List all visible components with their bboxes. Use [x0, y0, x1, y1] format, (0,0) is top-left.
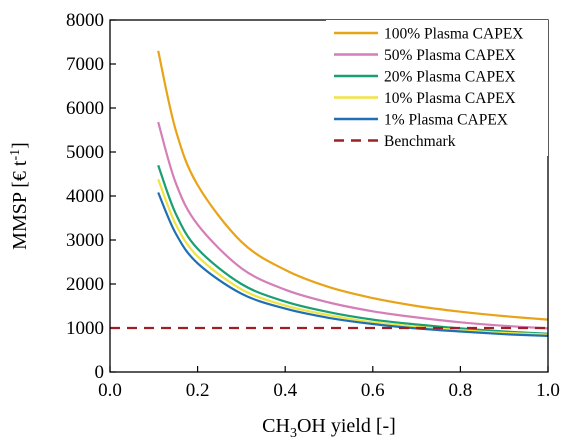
- y-tick-label: 2000: [66, 274, 104, 295]
- legend-label: 20% Plasma CAPEX: [384, 69, 516, 86]
- x-tick-label: 1.0: [536, 380, 560, 401]
- y-axis-title-part-2: ]: [9, 142, 31, 149]
- series-layer: [110, 50, 549, 337]
- y-tick-label: 8000: [66, 10, 104, 31]
- x-axis-title-part-1: CH: [262, 415, 290, 437]
- legend-label: 10% Plasma CAPEX: [384, 90, 516, 107]
- y-axis-title: MMSP [€ t-1]: [8, 142, 31, 250]
- legend-label: 50% Plasma CAPEX: [384, 47, 516, 64]
- y-axis-title-part-1: MMSP [€ t: [9, 160, 31, 250]
- x-axis-title-subscript: 3: [290, 426, 297, 439]
- y-tick-label: 5000: [66, 142, 104, 163]
- series-line-0: [157, 50, 549, 321]
- series-line-4: [157, 192, 549, 337]
- ticks-layer: 0.0 0.2 0.4 0.6 0.8 1.0 0 1000 2000 3000 4000 5000 6…: [66, 10, 560, 401]
- series-line-3: [157, 178, 549, 336]
- x-tick-label: 0.4: [273, 380, 297, 401]
- x-tick-label: 0.2: [186, 380, 210, 401]
- legend-label: 100% Plasma CAPEX: [384, 26, 524, 43]
- legend-box: [326, 20, 548, 156]
- x-axis-title: CH3OH yield [-]: [262, 415, 396, 439]
- y-tick-label: 3000: [66, 230, 104, 251]
- y-tick-label: 7000: [66, 54, 104, 75]
- y-axis-title-superscript: -1: [8, 149, 23, 161]
- legend-label: 1% Plasma CAPEX: [384, 112, 508, 129]
- y-tick-label: 1000: [66, 318, 104, 339]
- series-line-2: [157, 164, 549, 335]
- y-tick-label: 6000: [66, 98, 104, 119]
- x-tick-label: 0.0: [98, 380, 122, 401]
- x-tick-label: 0.8: [449, 380, 473, 401]
- series-line-1: [157, 121, 549, 330]
- legend: 100% Plasma CAPEX 50% Plasma CAPEX 20% Pla…: [326, 20, 548, 156]
- legend-label: Benchmark: [384, 133, 456, 150]
- x-tick-label: 0.6: [361, 380, 385, 401]
- x-axis-title-part-2: OH yield [-]: [297, 415, 396, 437]
- y-tick-label: 4000: [66, 186, 104, 207]
- y-tick-label: 0: [95, 362, 105, 383]
